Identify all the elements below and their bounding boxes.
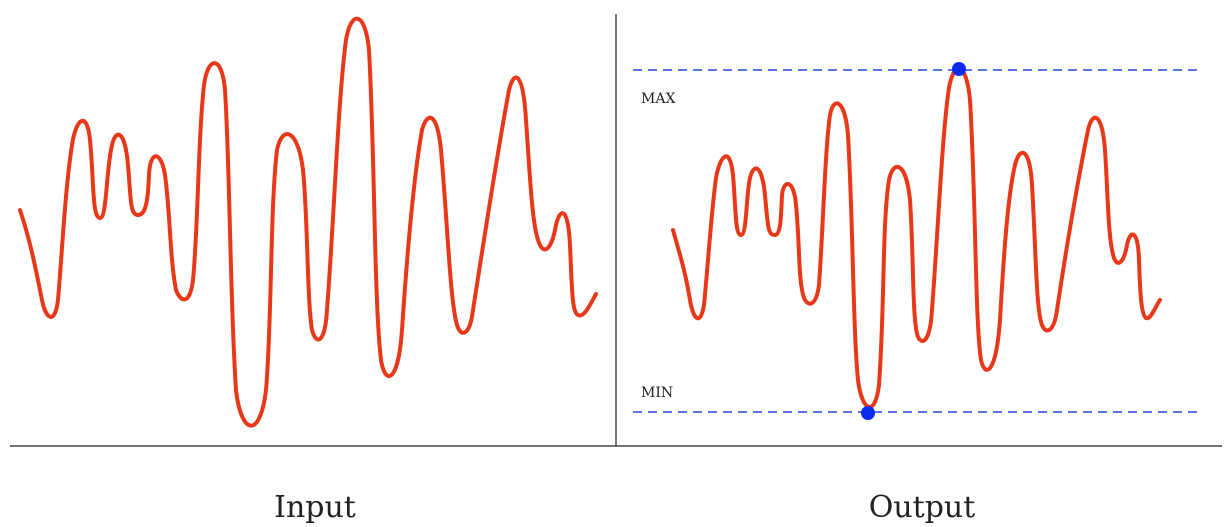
input-signal-curve (18, 16, 598, 428)
max-point-marker (952, 62, 966, 76)
input-caption: Input (274, 490, 356, 525)
output-signal-curve (671, 66, 1162, 410)
output-caption: Output (869, 490, 976, 525)
max-label: MAX (641, 91, 675, 107)
input-panel: Input (18, 16, 598, 525)
output-panel: MAX MIN Output (633, 62, 1200, 525)
min-point-marker (861, 406, 875, 420)
min-label: MIN (641, 385, 673, 401)
